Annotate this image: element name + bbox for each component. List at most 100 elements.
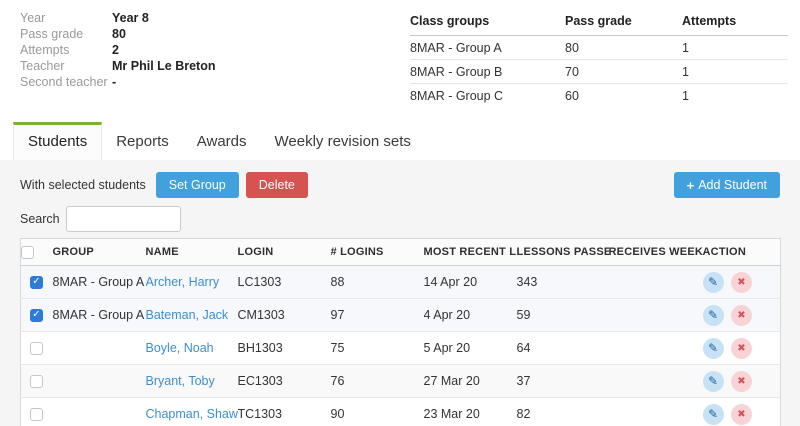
group-attempts: 1	[682, 35, 788, 60]
student-row: Boyle, Noah BH1303 75 5 Apr 20 64 ✎ ✖	[20, 331, 781, 365]
column-header-name: NAME	[145, 238, 238, 266]
students-table: GROUP NAME LOGIN # LOGINS MOST RECENT L.…	[20, 238, 781, 426]
group-pass-grade: 60	[565, 88, 579, 103]
student-logins: 75	[330, 331, 424, 365]
column-header-lessons-passed: LESSONS PASSED	[516, 238, 609, 266]
tab-students[interactable]: Students	[13, 122, 103, 160]
search-label: Search	[20, 212, 60, 226]
class-groups-header: Class groups	[410, 10, 565, 36]
set-group-button[interactable]: Set Group	[155, 172, 239, 198]
tab-weekly-revision-sets[interactable]: Weekly revision sets	[274, 133, 411, 150]
row-checkbox[interactable]	[30, 408, 44, 422]
attempts-header: Attempts	[682, 10, 788, 36]
student-login: TC1303	[237, 397, 331, 426]
student-row: Bryant, Toby EC1303 76 27 Mar 20 37 ✎ ✖	[20, 364, 781, 398]
student-login: EC1303	[237, 364, 331, 398]
group-pass-grade: 70	[565, 59, 682, 84]
class-groups-table: Class groups Pass grade Attempts 8MAR - …	[410, 10, 788, 108]
class-group-row: 8MAR - Group C 60 1	[410, 84, 788, 108]
student-logins: 88	[330, 265, 424, 299]
delete-icon[interactable]: ✖	[730, 337, 752, 359]
row-checkbox[interactable]	[30, 309, 44, 323]
edit-icon[interactable]: ✎	[702, 271, 724, 293]
student-name-link[interactable]: Bryant, Toby	[145, 374, 215, 388]
student-most-recent: 23 Mar 20	[423, 397, 517, 426]
delete-icon[interactable]: ✖	[730, 403, 752, 425]
row-checkbox[interactable]	[30, 342, 44, 356]
student-most-recent: 4 Apr 20	[423, 298, 517, 332]
toolbar: With selected students Set Group Delete …	[20, 172, 780, 198]
student-name-link[interactable]: Boyle, Noah	[145, 341, 214, 355]
column-header-login: LOGIN	[237, 238, 331, 266]
info-row-pass-grade: Pass grade 80	[20, 26, 390, 42]
student-receives-weekly	[608, 397, 703, 426]
student-lessons-passed: 343	[516, 265, 609, 299]
group-name: 8MAR - Group A	[410, 35, 565, 60]
info-row-second-teacher: Second teacher -	[20, 74, 390, 90]
with-selected-label: With selected students	[20, 178, 146, 192]
search-input[interactable]	[65, 206, 181, 232]
student-name-link[interactable]: Chapman, Shawn	[145, 407, 238, 421]
student-login: BH1303	[237, 331, 331, 365]
info-value: 2	[112, 43, 119, 57]
group-pass-grade: 80	[565, 35, 682, 60]
edit-icon[interactable]: ✎	[702, 370, 724, 392]
student-row: 8MAR - Group A Archer, Harry LC1303 88 1…	[20, 265, 781, 299]
student-most-recent: 14 Apr 20	[423, 265, 517, 299]
student-login: LC1303	[237, 265, 331, 299]
student-name-link[interactable]: Bateman, Jack	[145, 308, 229, 322]
student-receives-weekly	[608, 265, 703, 299]
tabs-bar: Students Reports Awards Weekly revision …	[0, 122, 800, 160]
student-group	[52, 331, 146, 365]
group-attempts: 1	[682, 59, 788, 84]
group-name: 8MAR - Group C	[410, 88, 504, 103]
column-header-group: GROUP	[52, 238, 146, 266]
edit-icon[interactable]: ✎	[702, 337, 724, 359]
info-row-teacher: Teacher Mr Phil Le Breton	[20, 58, 390, 74]
student-group	[52, 364, 146, 398]
tab-awards[interactable]: Awards	[196, 133, 247, 150]
add-student-label: Add Student	[698, 178, 767, 192]
delete-icon[interactable]: ✖	[730, 304, 752, 326]
group-attempts: 1	[682, 88, 689, 103]
student-lessons-passed: 82	[516, 397, 609, 426]
student-most-recent: 5 Apr 20	[423, 331, 517, 365]
student-receives-weekly	[608, 298, 703, 332]
student-lessons-passed: 59	[516, 298, 609, 332]
student-login: CM1303	[237, 298, 331, 332]
student-logins: 90	[330, 397, 424, 426]
delete-icon[interactable]: ✖	[730, 271, 752, 293]
tab-reports[interactable]: Reports	[116, 133, 169, 150]
student-lessons-passed: 37	[516, 364, 609, 398]
edit-icon[interactable]: ✎	[702, 304, 724, 326]
student-most-recent: 27 Mar 20	[423, 364, 517, 398]
add-student-button[interactable]: + Add Student	[673, 172, 780, 198]
edit-icon[interactable]: ✎	[702, 403, 724, 425]
student-receives-weekly	[608, 364, 703, 398]
column-header-action: ACTION	[702, 238, 781, 266]
delete-icon[interactable]: ✖	[730, 370, 752, 392]
student-group: 8MAR - Group A	[52, 298, 146, 332]
info-value: Mr Phil Le Breton	[112, 59, 216, 73]
row-checkbox[interactable]	[30, 276, 44, 290]
select-all-checkbox[interactable]	[21, 245, 34, 259]
student-group: 8MAR - Group A	[52, 265, 146, 299]
info-value: 80	[112, 27, 126, 41]
class-group-row: 8MAR - Group B 70 1	[410, 59, 788, 84]
info-row-attempts: Attempts 2	[20, 42, 390, 58]
student-logins: 97	[330, 298, 424, 332]
search-row: Search	[20, 206, 780, 232]
plus-icon: +	[686, 177, 695, 193]
row-checkbox[interactable]	[30, 375, 44, 389]
student-name-link[interactable]: Archer, Harry	[145, 275, 220, 289]
class-group-row: 8MAR - Group A 80 1	[410, 35, 788, 60]
info-row-year: Year Year 8	[20, 10, 390, 26]
info-label: Attempts	[20, 43, 70, 57]
info-label: Year	[20, 11, 46, 25]
delete-button[interactable]: Delete	[245, 172, 308, 198]
student-logins: 76	[330, 364, 424, 398]
info-label: Teacher	[20, 59, 65, 73]
info-label: Pass grade	[20, 27, 84, 41]
student-group	[52, 397, 146, 426]
class-info-panel: Year Year 8 Pass grade 80 Attempts 2 Tea…	[20, 10, 390, 90]
